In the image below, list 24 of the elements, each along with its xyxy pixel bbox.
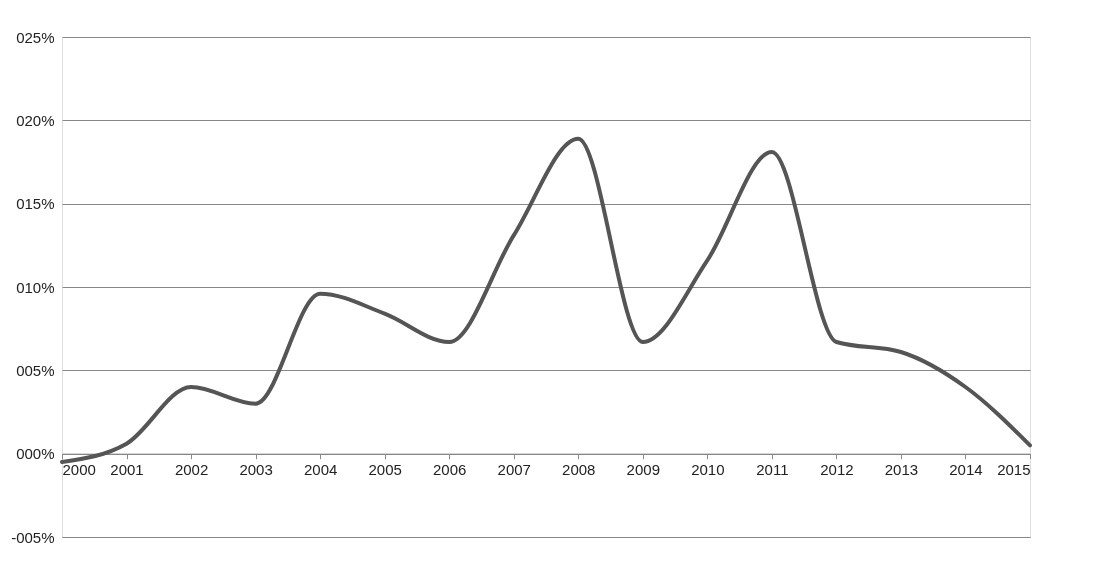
- x-tick-label: 2014: [949, 461, 983, 479]
- x-tick-label: 2012: [820, 461, 854, 479]
- x-tick-label: 2001: [110, 461, 144, 479]
- y-tick-label: 000%: [16, 445, 55, 463]
- y-tick-label: 005%: [16, 361, 55, 379]
- x-tick-label: 2010: [691, 461, 725, 479]
- y-tick-label: 025%: [16, 28, 55, 46]
- y-tick-label: -005%: [11, 528, 55, 546]
- x-tick-label: 2007: [497, 461, 531, 479]
- x-tick-label: 2009: [626, 461, 660, 479]
- x-tick-label: 2003: [239, 461, 273, 479]
- y-tick-label: 015%: [16, 195, 55, 213]
- x-tick-label: 2013: [884, 461, 919, 479]
- line-series: [60, 136, 1032, 464]
- x-tick-label: 2005: [368, 461, 402, 479]
- y-tick-label: 020%: [16, 111, 55, 129]
- x-tick-label: 2004: [303, 461, 338, 479]
- x-tick-label: 2002: [174, 461, 209, 479]
- x-tick-label: 2000: [62, 461, 96, 479]
- y-tick-label: 010%: [16, 278, 55, 296]
- x-tick-label: 2008: [562, 461, 596, 479]
- x-tick-label: 2015: [997, 461, 1031, 479]
- x-tick-label: 2011: [756, 461, 789, 479]
- x-tick-label: 2006: [433, 461, 467, 479]
